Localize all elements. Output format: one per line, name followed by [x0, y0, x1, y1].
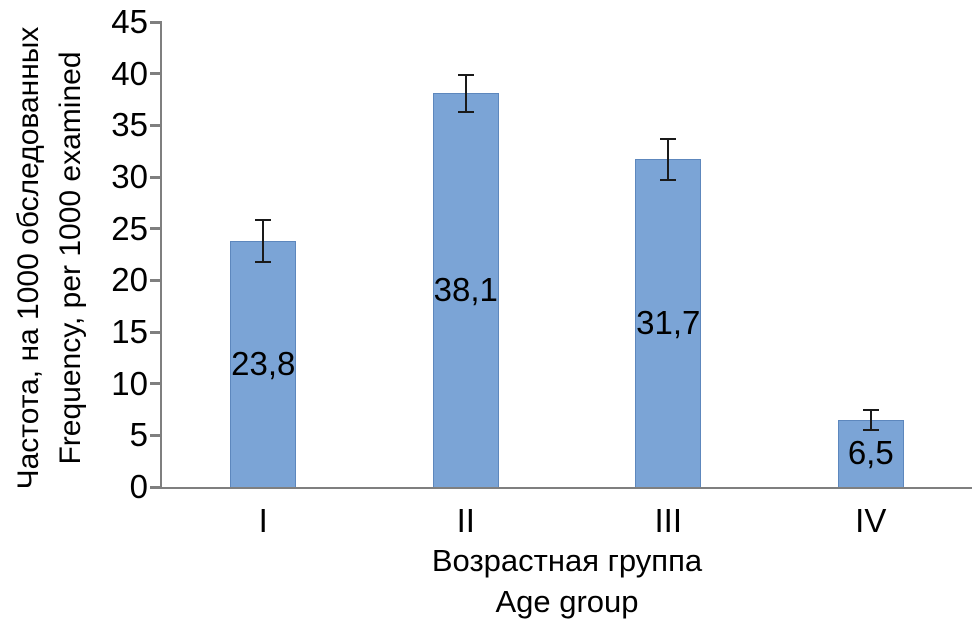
- y-axis-line: [160, 22, 162, 489]
- x-axis-title: Возрастная группа Age group: [367, 540, 767, 622]
- bar-value-label-II: 38,1: [433, 271, 498, 309]
- y-tick-mark: [150, 330, 162, 334]
- error-cap-top-II: [457, 73, 474, 76]
- x-tick-label-I: I: [258, 502, 268, 539]
- y-tick-label: 10: [111, 364, 148, 402]
- y-tick-label: 25: [111, 209, 148, 247]
- error-cap-top-III: [660, 137, 677, 140]
- error-cap-top-I: [255, 219, 272, 222]
- y-tick-mark: [150, 485, 162, 489]
- y-tick-mark: [150, 227, 162, 231]
- y-tick-mark: [150, 20, 162, 24]
- y-tick-label: 35: [111, 106, 148, 144]
- y-axis-title: Частота, на 1000 обследованных Frequency…: [8, 0, 92, 528]
- error-cap-bottom-II: [457, 110, 474, 113]
- y-tick-mark: [150, 123, 162, 127]
- y-tick-mark: [150, 278, 162, 282]
- x-axis-title-ru: Возрастная группа: [431, 543, 703, 578]
- y-tick-mark: [150, 72, 162, 76]
- error-bar-IV: [869, 409, 872, 431]
- error-bar-I: [262, 220, 265, 262]
- y-tick-label: 30: [111, 158, 148, 195]
- x-tick-label-III: III: [654, 502, 682, 539]
- error-cap-bottom-IV: [862, 429, 879, 432]
- x-tick-label-II: II: [456, 502, 475, 539]
- bar-II: [432, 93, 499, 487]
- y-tick-label: 5: [129, 416, 148, 454]
- y-tick-label: 20: [111, 261, 148, 299]
- bar-value-label-III: 31,7: [636, 304, 701, 342]
- error-cap-top-IV: [862, 408, 879, 411]
- error-bar-II: [464, 74, 467, 112]
- y-tick-mark: [150, 175, 162, 179]
- y-tick-label: 45: [111, 3, 148, 40]
- y-tick-mark: [150, 382, 162, 386]
- error-bar-III: [667, 138, 670, 181]
- x-axis-title-en: Age group: [495, 584, 639, 619]
- error-cap-bottom-III: [660, 179, 677, 182]
- bar-I: [230, 241, 297, 487]
- y-tick-label: 0: [129, 468, 148, 505]
- bar-value-label-IV: 6,5: [847, 434, 894, 472]
- bar-III: [635, 159, 702, 487]
- y-tick-mark: [150, 433, 162, 437]
- error-cap-bottom-I: [255, 260, 272, 263]
- y-axis-title-ru: Частота, на 1000 обследованных: [12, 26, 45, 490]
- y-tick-label: 15: [111, 313, 148, 350]
- x-tick-label-IV: IV: [855, 502, 887, 539]
- x-axis-line: [160, 487, 972, 489]
- bar-value-label-I: 23,8: [231, 345, 296, 383]
- y-tick-label: 40: [111, 54, 148, 92]
